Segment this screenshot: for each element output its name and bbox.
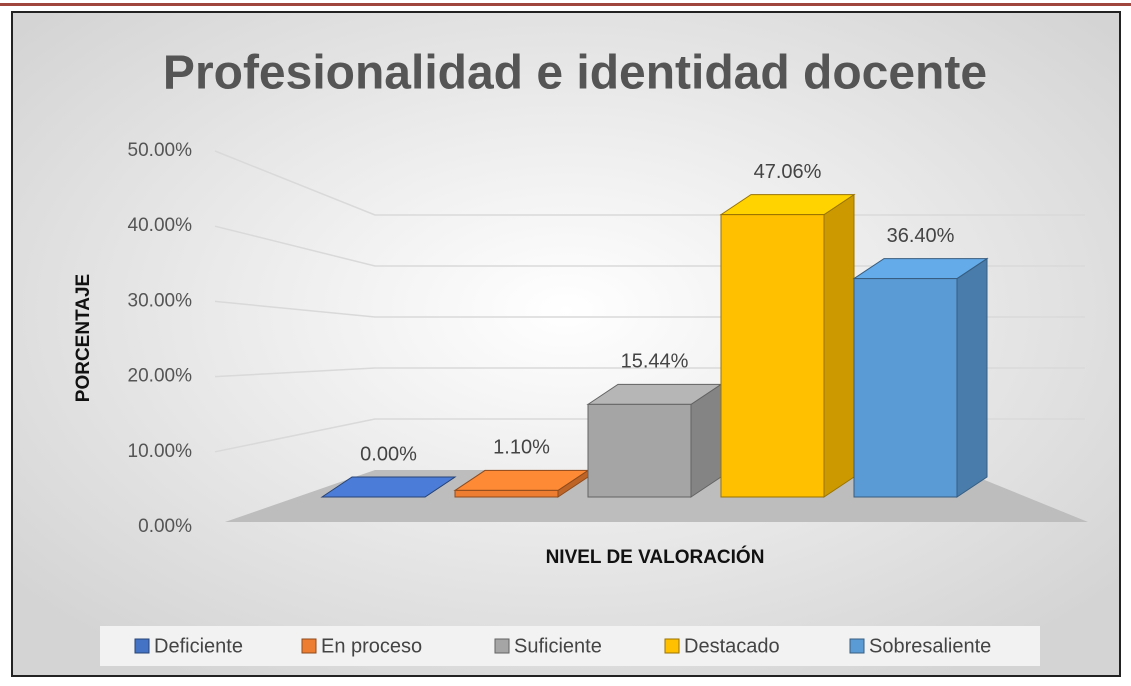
- bar: [720, 214, 825, 498]
- bar: [853, 278, 958, 498]
- y-tick-label: 20.00%: [128, 366, 193, 387]
- data-label: 15.44%: [621, 351, 689, 373]
- x-axis-label: NIVEL DE VALORACIÓN: [546, 546, 765, 568]
- legend-label: Destacado: [684, 635, 780, 657]
- bar-top: [320, 476, 457, 498]
- bar-side: [956, 257, 988, 498]
- legend-label: En proceso: [321, 635, 422, 657]
- legend: [100, 626, 1040, 666]
- chart-title: Profesionalidad e identidad docente: [163, 47, 987, 100]
- data-label: 1.10%: [493, 437, 550, 459]
- legend-label: Sobresaliente: [869, 635, 991, 657]
- y-tick-label: 30.00%: [128, 290, 193, 311]
- legend-swatch: [494, 638, 510, 654]
- legend-swatch: [134, 638, 150, 654]
- y-axis-label: PORCENTAJE: [73, 274, 94, 402]
- legend-swatch: [664, 638, 680, 654]
- bar-side: [823, 193, 855, 498]
- legend-label: Suficiente: [514, 635, 602, 657]
- data-label: 36.40%: [887, 225, 955, 247]
- bar: [587, 403, 692, 498]
- top-rule: [0, 3, 1131, 6]
- legend-swatch: [301, 638, 317, 654]
- data-label: 0.00%: [360, 443, 417, 465]
- legend-swatch: [849, 638, 865, 654]
- y-tick-label: 50.00%: [128, 140, 193, 161]
- y-tick-label: 0.00%: [138, 516, 192, 537]
- legend-label: Deficiente: [154, 635, 243, 657]
- data-label: 47.06%: [754, 161, 822, 183]
- bar: [454, 489, 559, 498]
- y-tick-label: 40.00%: [128, 215, 193, 236]
- y-tick-label: 10.00%: [128, 441, 193, 462]
